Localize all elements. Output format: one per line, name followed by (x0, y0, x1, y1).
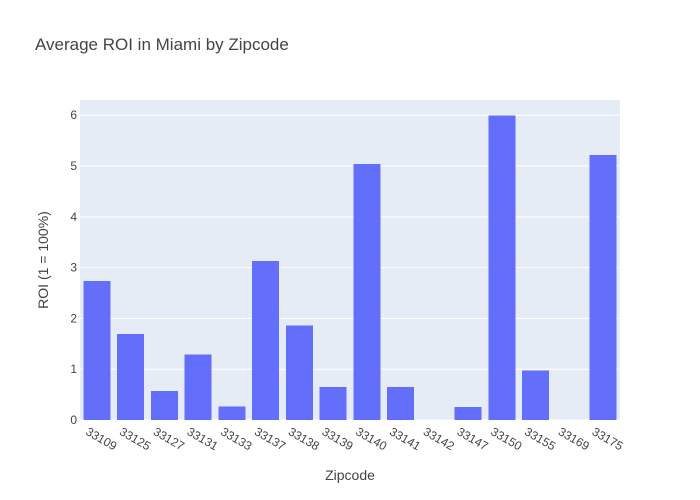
bar-33141 (387, 386, 415, 420)
bar-33140 (353, 164, 381, 420)
y-tick-label: 4 (70, 210, 77, 224)
bar-33109 (83, 280, 111, 420)
x-tick-label: 33125 (117, 424, 153, 453)
x-tick-label: 33137 (252, 424, 288, 453)
x-tick-label: 33142 (421, 424, 457, 453)
bar-33175 (589, 154, 617, 420)
bar-33139 (319, 386, 347, 420)
x-tick-label: 33147 (455, 424, 491, 453)
x-tick-label: 33139 (320, 424, 356, 453)
plot-background (80, 100, 620, 420)
x-axis-label: Zipcode (325, 467, 375, 483)
y-tick-label: 6 (70, 108, 77, 122)
x-tick-labels: 3310933125331273313133133331373313833139… (83, 424, 625, 453)
x-tick-label: 33150 (488, 424, 524, 453)
x-tick-label: 33169 (556, 424, 592, 453)
x-tick-label: 33155 (522, 424, 558, 453)
bar-33127 (150, 391, 178, 420)
y-tick-labels: 0 1 2 3 4 5 6 (70, 108, 77, 427)
y-tick-label: 3 (70, 261, 77, 275)
bar-33137 (252, 261, 280, 420)
y-tick-label: 0 (70, 413, 77, 427)
y-tick-label: 2 (70, 311, 77, 325)
x-tick-label: 33141 (387, 424, 423, 453)
x-tick-label: 33131 (185, 424, 221, 453)
y-tick-label: 1 (70, 362, 77, 376)
x-tick-label: 33140 (353, 424, 389, 453)
y-tick-label: 5 (70, 159, 77, 173)
bar-33155 (522, 370, 550, 420)
bar-33133 (218, 406, 246, 420)
bar-33138 (285, 325, 313, 420)
bar-33131 (184, 354, 212, 420)
x-tick-label: 33175 (590, 424, 626, 453)
bar-33147 (454, 406, 482, 420)
chart-title: Average ROI in Miami by Zipcode (35, 35, 289, 54)
bars (83, 115, 617, 420)
x-tick-label: 33109 (83, 424, 119, 453)
y-axis-label: ROI (1 = 100%) (35, 211, 51, 309)
bar-33125 (117, 334, 145, 420)
x-tick-label: 33133 (218, 424, 254, 453)
bar-33150 (488, 115, 516, 420)
x-tick-label: 33127 (151, 424, 187, 453)
x-tick-label: 33138 (286, 424, 322, 453)
